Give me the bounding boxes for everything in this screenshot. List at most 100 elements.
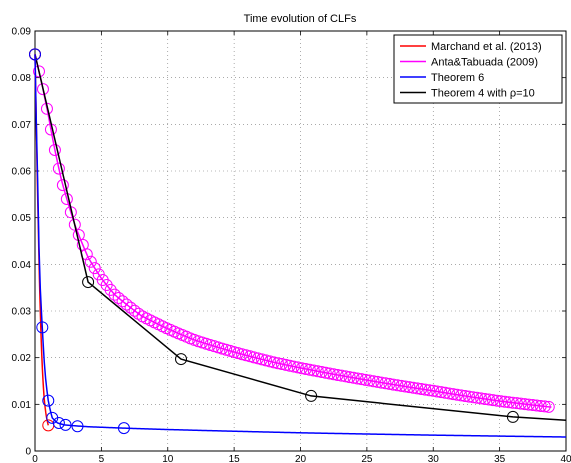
y-tick-label: 0.03 [12,307,32,318]
data-point [379,377,392,390]
series-line [34,54,567,438]
data-point [542,400,555,413]
data-point [275,358,288,371]
data-point [483,393,496,406]
data-point [395,379,408,392]
data-point [84,255,97,268]
legend-label: Marchand et al. (2013) [431,41,542,53]
data-point [439,386,452,399]
data-point [514,397,527,410]
data-point [534,399,547,412]
data-point [530,399,543,412]
data-point [455,389,468,402]
data-point [124,301,137,314]
data-point [459,389,472,402]
y-tick-label: 0.04 [12,260,32,271]
series-layer [29,48,567,438]
data-point [323,367,336,380]
data-point [339,370,352,383]
data-point [435,386,448,399]
data-point [315,366,328,379]
data-point [403,381,416,394]
x-tick-label: 25 [361,454,373,463]
data-point [479,392,492,405]
data-point [305,389,318,402]
data-point [399,380,412,393]
data-point [263,355,276,368]
data-point [307,364,320,377]
data-point [279,358,292,371]
y-tick-label: 0.07 [12,120,32,131]
y-tick-label: 0 [25,447,31,458]
x-tick-label: 10 [162,454,174,463]
data-point [490,394,503,407]
y-tick-label: 0.01 [12,400,32,411]
data-point [367,375,380,388]
data-point [32,65,45,78]
data-point [68,218,81,231]
x-tick-label: 30 [428,454,440,463]
legend-label: Theorem 6 [431,72,484,84]
data-point [56,179,69,192]
data-point [283,359,296,372]
data-point [303,363,316,376]
data-point [471,391,484,404]
series-theorem-6 [29,48,567,438]
x-tick-label: 35 [494,454,506,463]
data-point [299,362,312,375]
data-point [259,354,272,367]
x-tick-label: 0 [32,454,38,463]
series-anta-tabuada-2009 [29,48,555,413]
data-point [415,382,428,395]
data-point [375,376,388,389]
data-point [463,390,476,403]
x-tick-label: 15 [229,454,241,463]
data-point [335,369,348,382]
data-point [431,385,444,398]
data-point [295,362,308,375]
data-point [327,368,340,381]
data-point [59,418,72,431]
data-point [116,295,129,308]
data-point [510,397,523,410]
data-point [526,399,539,412]
data-point [287,360,300,373]
data-point [475,392,488,405]
data-point [104,283,117,296]
data-point [36,83,49,96]
legend-label: Anta&Tabuada (2009) [431,57,538,69]
data-point [351,372,364,385]
chart-title: Time evolution of CLFs [244,13,357,25]
data-point [117,422,130,435]
x-tick-label: 5 [99,454,105,463]
data-point [451,388,464,401]
x-tick-label: 40 [560,454,571,463]
data-point [467,391,480,404]
y-tick-label: 0.05 [12,213,32,224]
data-point [506,410,519,423]
data-point [391,379,404,392]
data-point [522,398,535,411]
x-tick-label: 20 [295,454,307,463]
data-point [311,365,324,378]
data-point [443,387,456,400]
data-point [355,373,368,386]
data-point [423,384,436,397]
data-point [486,394,499,407]
data-point [383,377,396,390]
data-point [447,388,460,401]
data-point [371,375,384,388]
data-point [538,400,551,413]
data-point [359,373,372,386]
data-point [256,353,269,366]
data-point [347,371,360,384]
data-point [518,398,531,411]
y-tick-label: 0.08 [12,73,32,84]
data-point [319,366,332,379]
y-tick-label: 0.02 [12,353,32,364]
data-point [494,395,507,408]
data-point [506,396,519,409]
data-point [88,262,101,275]
data-point [267,356,280,369]
